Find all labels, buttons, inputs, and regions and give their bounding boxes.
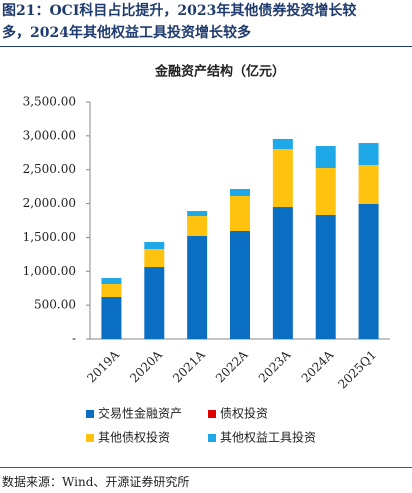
x-tick-label: 2023A [256, 347, 294, 385]
legend-label: 债权投资 [220, 406, 268, 421]
chart: 金融资产结构（亿元） - 500.00 1,000.00 1,500.00 2,000.… [23, 64, 390, 445]
bar-segment [230, 195, 250, 231]
heading: 图21：OCI科目占比提升，2023年其他债券投资增长较 多，2024年其他权益… [2, 0, 412, 44]
bar-segment [315, 215, 336, 339]
legend-label: 交易性金融资产 [98, 406, 182, 421]
x-tick-label: 2024A [299, 347, 337, 385]
chart-title: 金融资产结构（亿元） [154, 64, 285, 80]
y-tick-label: 1,500.00 [23, 230, 76, 244]
bar-segment [144, 267, 165, 339]
heading-line: 多，2024年其他权益工具投资增长较多 [2, 25, 251, 41]
x-tick-label: 2022A [213, 347, 251, 385]
legend-label: 其他债权投资 [98, 430, 170, 445]
y-tick-label: 2,000.00 [23, 196, 76, 210]
y-tick-label: 3,000.00 [23, 128, 76, 142]
legend-swatch [86, 410, 94, 418]
bar-segment [230, 230, 250, 339]
y-tick-label: 3,500.00 [23, 95, 76, 109]
legend-swatch [86, 434, 94, 442]
bar-segment [187, 236, 208, 339]
y-tick-label: 500.00 [34, 298, 76, 312]
x-tick-label: 2025Q1 [335, 348, 379, 392]
bar-segment [272, 148, 293, 208]
y-tick-label: - [72, 332, 76, 346]
bar-segment [272, 138, 293, 149]
bar-segment [101, 297, 122, 339]
x-tick-label: 2020A [127, 347, 165, 385]
rule [0, 467, 412, 468]
legend-swatch [208, 410, 216, 418]
y-tick-label: 1,000.00 [23, 264, 76, 278]
bar-segment [101, 278, 122, 285]
bar-segment [101, 284, 122, 298]
x-tick-label: 2019A [84, 347, 122, 385]
bar-segment [358, 164, 379, 204]
bar-segment [358, 203, 379, 339]
source: 数据来源：Wind、开源证券研究所 [2, 475, 190, 489]
bar-segment [315, 168, 336, 216]
y-tick-label: 2,500.00 [23, 162, 76, 176]
bar-segment [187, 211, 208, 217]
bar-segment [144, 249, 165, 268]
bar-segment [230, 189, 250, 196]
legend-swatch [208, 434, 216, 442]
bar-segment [272, 207, 293, 339]
bar-segment [187, 216, 208, 237]
rule [0, 46, 412, 47]
x-tick-label: 2021A [170, 347, 208, 385]
bar-segment [144, 242, 165, 250]
bar-segment [358, 143, 379, 165]
bar-segment [315, 146, 336, 169]
heading-line: 图21：OCI科目占比提升，2023年其他债券投资增长较 [2, 3, 357, 19]
legend-label: 其他权益工具投资 [220, 430, 316, 445]
